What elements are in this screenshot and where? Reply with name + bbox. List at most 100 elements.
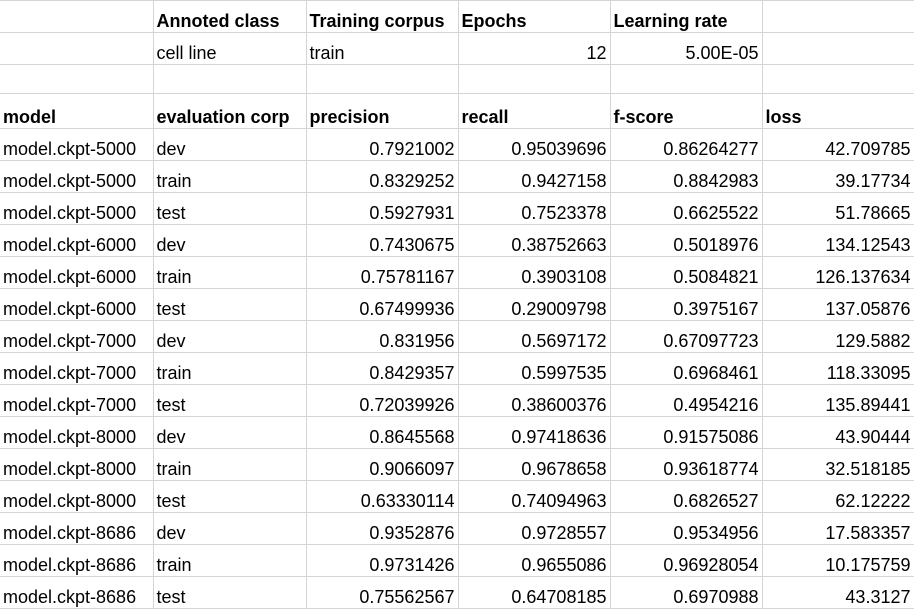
f-score-cell[interactable]: 0.67097723 [609, 320, 763, 353]
precision-cell[interactable]: 0.9066097 [305, 448, 459, 481]
epochs-label-cell[interactable]: Epochs [457, 0, 611, 33]
model-cell[interactable]: model.ckpt-5000 [0, 160, 154, 193]
model-cell[interactable]: model.ckpt-8686 [0, 576, 154, 609]
model-cell[interactable]: model.ckpt-7000 [0, 384, 154, 417]
model-cell[interactable]: model.ckpt-8686 [0, 544, 154, 577]
evaluation-corpus-cell[interactable]: dev [152, 512, 307, 545]
model-cell[interactable]: model.ckpt-7000 [0, 352, 154, 385]
cell[interactable] [0, 64, 154, 94]
model-cell[interactable]: model.ckpt-8000 [0, 448, 154, 481]
f-score-cell[interactable]: 0.86264277 [609, 128, 763, 161]
evaluation-corpus-cell[interactable]: train [152, 544, 307, 577]
f-score-cell[interactable]: 0.91575086 [609, 416, 763, 449]
annotated-class-value-cell[interactable]: cell line [152, 32, 307, 65]
recall-cell[interactable]: 0.9678658 [457, 448, 611, 481]
evaluation-corpus-cell[interactable]: dev [152, 224, 307, 257]
model-cell[interactable]: model.ckpt-6000 [0, 224, 154, 257]
recall-cell[interactable]: 0.64708185 [457, 576, 611, 609]
evaluation-corpus-cell[interactable]: test [152, 576, 307, 609]
loss-cell[interactable]: 32.518185 [761, 448, 914, 481]
f-score-cell[interactable]: 0.6970988 [609, 576, 763, 609]
cell[interactable] [761, 64, 914, 94]
recall-cell[interactable]: 0.3903108 [457, 256, 611, 289]
recall-cell[interactable]: 0.5997535 [457, 352, 611, 385]
loss-cell[interactable]: 135.89441 [761, 384, 914, 417]
precision-cell[interactable]: 0.5927931 [305, 192, 459, 225]
evaluation-corpus-cell[interactable]: test [152, 480, 307, 513]
column-header-model[interactable]: model [0, 93, 154, 129]
model-cell[interactable]: model.ckpt-8000 [0, 480, 154, 513]
evaluation-corpus-cell[interactable]: train [152, 256, 307, 289]
epochs-value-cell[interactable]: 12 [457, 32, 611, 65]
cell[interactable] [152, 64, 307, 94]
model-cell[interactable]: model.ckpt-8686 [0, 512, 154, 545]
training-corpus-label-cell[interactable]: Training corpus [305, 0, 459, 33]
learning-rate-label-cell[interactable]: Learning rate [609, 0, 763, 33]
loss-cell[interactable]: 118.33095 [761, 352, 914, 385]
evaluation-corpus-cell[interactable]: train [152, 160, 307, 193]
loss-cell[interactable]: 137.05876 [761, 288, 914, 321]
evaluation-corpus-cell[interactable]: dev [152, 128, 307, 161]
f-score-cell[interactable]: 0.6968461 [609, 352, 763, 385]
precision-cell[interactable]: 0.8329252 [305, 160, 459, 193]
cell[interactable] [0, 32, 154, 65]
recall-cell[interactable]: 0.7523378 [457, 192, 611, 225]
precision-cell[interactable]: 0.7921002 [305, 128, 459, 161]
cell[interactable] [457, 64, 611, 94]
f-score-cell[interactable]: 0.8842983 [609, 160, 763, 193]
cell[interactable] [761, 32, 914, 65]
f-score-cell[interactable]: 0.6826527 [609, 480, 763, 513]
model-cell[interactable]: model.ckpt-7000 [0, 320, 154, 353]
cell[interactable] [0, 0, 154, 33]
precision-cell[interactable]: 0.63330114 [305, 480, 459, 513]
precision-cell[interactable]: 0.9352876 [305, 512, 459, 545]
f-score-cell[interactable]: 0.4954216 [609, 384, 763, 417]
evaluation-corpus-cell[interactable]: dev [152, 320, 307, 353]
precision-cell[interactable]: 0.831956 [305, 320, 459, 353]
f-score-cell[interactable]: 0.5084821 [609, 256, 763, 289]
f-score-cell[interactable]: 0.3975167 [609, 288, 763, 321]
recall-cell[interactable]: 0.9427158 [457, 160, 611, 193]
loss-cell[interactable]: 51.78665 [761, 192, 914, 225]
model-cell[interactable]: model.ckpt-8000 [0, 416, 154, 449]
model-cell[interactable]: model.ckpt-6000 [0, 288, 154, 321]
loss-cell[interactable]: 126.137634 [761, 256, 914, 289]
recall-cell[interactable]: 0.5697172 [457, 320, 611, 353]
evaluation-corpus-cell[interactable]: dev [152, 416, 307, 449]
precision-cell[interactable]: 0.8429357 [305, 352, 459, 385]
loss-cell[interactable]: 134.12543 [761, 224, 914, 257]
precision-cell[interactable]: 0.75781167 [305, 256, 459, 289]
loss-cell[interactable]: 43.90444 [761, 416, 914, 449]
evaluation-corpus-cell[interactable]: test [152, 288, 307, 321]
column-header-loss[interactable]: loss [761, 93, 914, 129]
f-score-cell[interactable]: 0.9534956 [609, 512, 763, 545]
precision-cell[interactable]: 0.8645568 [305, 416, 459, 449]
precision-cell[interactable]: 0.9731426 [305, 544, 459, 577]
learning-rate-value-cell[interactable]: 5.00E-05 [609, 32, 763, 65]
model-cell[interactable]: model.ckpt-6000 [0, 256, 154, 289]
loss-cell[interactable]: 39.17734 [761, 160, 914, 193]
loss-cell[interactable]: 17.583357 [761, 512, 914, 545]
recall-cell[interactable]: 0.38752663 [457, 224, 611, 257]
model-cell[interactable]: model.ckpt-5000 [0, 128, 154, 161]
loss-cell[interactable]: 42.709785 [761, 128, 914, 161]
recall-cell[interactable]: 0.9655086 [457, 544, 611, 577]
column-header-recall[interactable]: recall [457, 93, 611, 129]
recall-cell[interactable]: 0.95039696 [457, 128, 611, 161]
f-score-cell[interactable]: 0.6625522 [609, 192, 763, 225]
precision-cell[interactable]: 0.72039926 [305, 384, 459, 417]
recall-cell[interactable]: 0.74094963 [457, 480, 611, 513]
recall-cell[interactable]: 0.29009798 [457, 288, 611, 321]
loss-cell[interactable]: 43.3127 [761, 576, 914, 609]
column-header-evaluation-corpus[interactable]: evaluation corp [152, 93, 307, 129]
loss-cell[interactable]: 62.12222 [761, 480, 914, 513]
loss-cell[interactable]: 129.5882 [761, 320, 914, 353]
column-header-precision[interactable]: precision [305, 93, 459, 129]
training-corpus-value-cell[interactable]: train [305, 32, 459, 65]
loss-cell[interactable]: 10.175759 [761, 544, 914, 577]
cell[interactable] [761, 0, 914, 33]
recall-cell[interactable]: 0.9728557 [457, 512, 611, 545]
precision-cell[interactable]: 0.67499936 [305, 288, 459, 321]
column-header-f-score[interactable]: f-score [609, 93, 763, 129]
f-score-cell[interactable]: 0.93618774 [609, 448, 763, 481]
